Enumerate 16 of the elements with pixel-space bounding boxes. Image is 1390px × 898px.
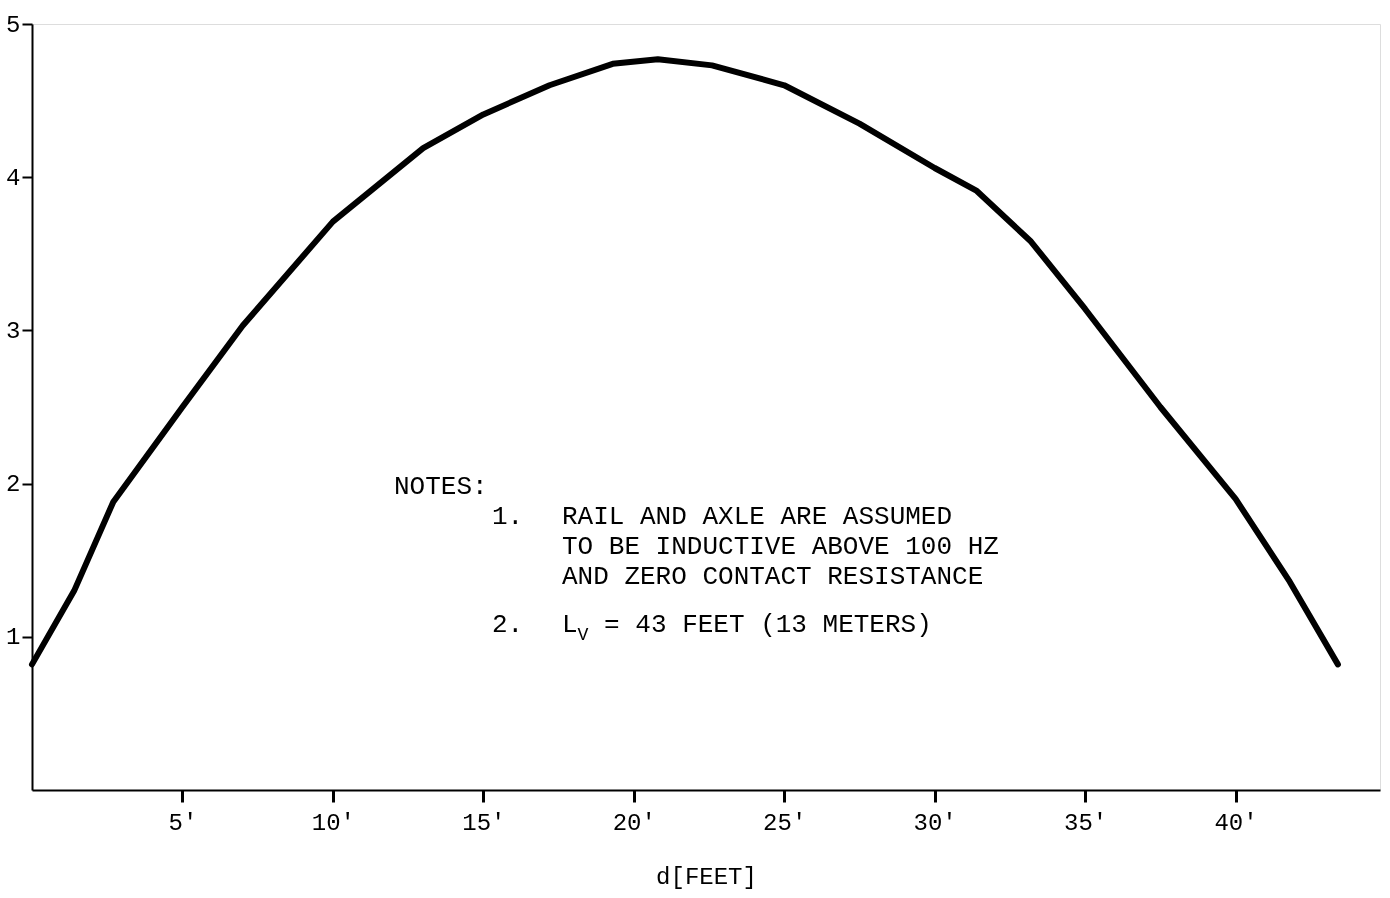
x-tick-label: 25' <box>763 809 807 837</box>
y-tick-label: 2 <box>6 471 21 499</box>
x-tick-label: 35' <box>1064 809 1108 837</box>
x-tick-label: 20' <box>612 809 656 837</box>
text: 1. RAIL AND AXLE ARE ASSUMED TO BE INDUCTIVE ABOVE 100 HZ AND ZERO CONTACT RESISTANCE <box>492 502 999 592</box>
x-tick-label: 30' <box>913 809 957 837</box>
x-tick-label: 10' <box>311 809 355 837</box>
annotation: NOTES: <box>394 472 488 502</box>
x-axis-title: d[FEET] <box>656 863 757 891</box>
x-tick-label: 5' <box>168 809 198 837</box>
x-tick-label: 40' <box>1214 809 1258 837</box>
y-tick-label: 3 <box>6 317 21 345</box>
y-tick-label: 1 <box>6 624 21 652</box>
x-tick-label: 15' <box>462 809 506 837</box>
y-tick-label: 4 <box>6 164 21 192</box>
y-tick-label: 5 <box>6 11 21 39</box>
